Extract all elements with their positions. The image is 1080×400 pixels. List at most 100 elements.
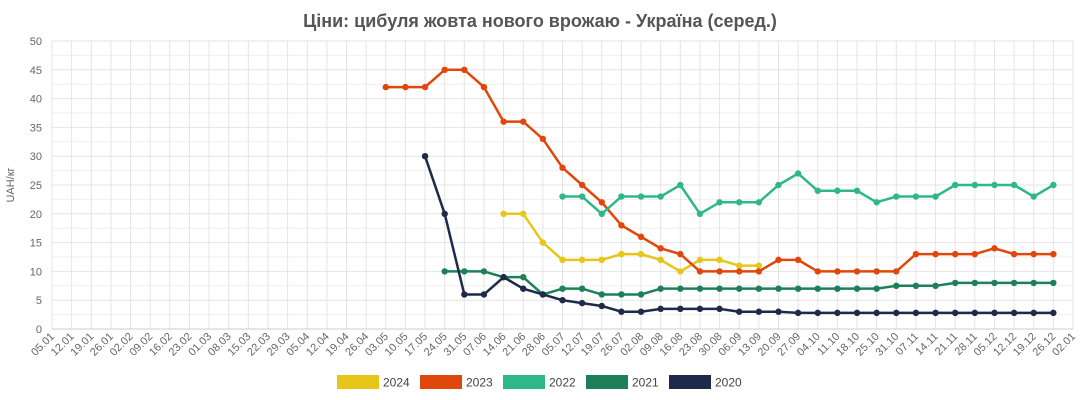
data-point-2020 — [1030, 309, 1037, 317]
data-point-2020 — [461, 291, 468, 298]
data-point-2023 — [1050, 250, 1057, 258]
data-point-2022 — [775, 181, 782, 189]
series-2022 — [559, 170, 1057, 217]
data-point-2021 — [755, 285, 763, 292]
data-point-2023 — [657, 245, 664, 252]
data-point-2021 — [853, 285, 861, 292]
data-point-2024 — [500, 210, 507, 217]
data-point-2023 — [951, 250, 959, 258]
data-point-2022 — [677, 181, 684, 189]
data-point-2020 — [441, 210, 448, 217]
legend-item-2020: 2020 — [669, 375, 742, 390]
data-point-2020 — [618, 308, 625, 315]
legend: 2024 2023 2022 2021 2020 — [337, 375, 742, 390]
data-point-2023 — [421, 83, 429, 91]
data-point-2023 — [971, 250, 979, 258]
data-point-2024 — [736, 262, 743, 269]
y-tick-label: 20 — [30, 209, 42, 221]
series-2023 — [382, 66, 1057, 275]
data-point-2021 — [598, 291, 605, 298]
data-point-2021 — [520, 273, 527, 281]
data-point-2021 — [932, 282, 939, 289]
data-point-2021 — [951, 279, 959, 287]
data-point-2022 — [559, 193, 566, 200]
data-point-2021 — [618, 291, 625, 298]
data-point-2023 — [696, 268, 704, 275]
data-point-2020 — [873, 309, 880, 317]
x-tick-label: 02.01 — [1050, 331, 1078, 359]
y-tick-label: 0 — [36, 324, 42, 336]
data-point-2021 — [834, 285, 841, 292]
data-point-2021 — [716, 285, 723, 292]
data-point-2023 — [834, 268, 841, 275]
y-tick-label: 50 — [30, 36, 42, 48]
legend-label: 2024 — [383, 376, 410, 390]
legend-swatch — [337, 375, 379, 389]
data-point-2023 — [814, 268, 821, 275]
data-point-2020 — [775, 308, 782, 315]
data-point-2021 — [1030, 279, 1037, 287]
data-point-2020 — [598, 302, 605, 310]
data-point-2023 — [991, 245, 998, 252]
data-point-2020 — [991, 309, 998, 317]
data-point-2022 — [971, 181, 979, 189]
data-point-2023 — [539, 135, 547, 143]
legend-swatch — [669, 375, 711, 389]
data-point-2022 — [853, 187, 861, 194]
data-point-2020 — [932, 309, 939, 317]
data-point-2021 — [441, 268, 448, 275]
data-point-2020 — [696, 305, 704, 313]
data-point-2023 — [1030, 250, 1037, 258]
data-point-2023 — [755, 268, 763, 275]
series-2020 — [421, 153, 1057, 317]
data-point-2021 — [971, 279, 979, 287]
data-point-2020 — [657, 305, 664, 313]
data-point-2022 — [716, 199, 723, 206]
data-point-2022 — [1010, 181, 1018, 189]
data-point-2023 — [1010, 250, 1018, 258]
data-point-2021 — [873, 285, 880, 292]
data-point-2020 — [736, 308, 743, 315]
data-point-2024 — [716, 256, 723, 264]
data-point-2023 — [402, 83, 409, 91]
data-point-2024 — [578, 256, 586, 264]
data-point-2023 — [598, 199, 605, 206]
data-point-2022 — [637, 193, 645, 200]
legend-swatch — [503, 375, 545, 389]
data-point-2024 — [559, 256, 566, 264]
data-point-2020 — [500, 273, 507, 281]
data-point-2023 — [775, 256, 782, 264]
legend-swatch — [586, 375, 628, 389]
data-point-2021 — [637, 291, 645, 298]
series-line-2024 — [502, 212, 761, 273]
data-point-2022 — [1050, 181, 1057, 189]
legend-item-2021: 2021 — [586, 375, 659, 390]
data-point-2024 — [618, 250, 625, 258]
y-tick-label: 10 — [30, 266, 42, 278]
data-point-2020 — [480, 291, 488, 298]
data-point-2024 — [657, 256, 664, 264]
data-point-2023 — [932, 250, 939, 258]
data-point-2024 — [539, 239, 547, 246]
data-point-2022 — [1030, 193, 1037, 200]
data-point-2023 — [441, 66, 448, 74]
data-point-2022 — [755, 199, 763, 206]
chart-title: Ціни: цибуля жовта нового врожаю - Украї… — [303, 11, 777, 31]
data-point-2022 — [951, 181, 959, 189]
y-tick-label: 40 — [30, 94, 42, 106]
legend-label: 2020 — [715, 376, 742, 390]
data-point-2020 — [637, 308, 645, 315]
data-point-2020 — [971, 309, 979, 317]
data-point-2021 — [991, 279, 998, 287]
y-tick-label: 45 — [30, 65, 42, 77]
data-point-2024 — [755, 262, 763, 269]
y-tick-label: 15 — [30, 238, 42, 250]
data-point-2020 — [421, 153, 429, 160]
data-point-2023 — [382, 83, 389, 91]
data-point-2023 — [677, 250, 684, 258]
data-point-2022 — [912, 193, 920, 200]
y-tick-label: 35 — [30, 122, 42, 134]
data-point-2022 — [893, 193, 900, 200]
legend-item-2024: 2024 — [337, 375, 410, 390]
legend-swatch — [420, 375, 462, 389]
